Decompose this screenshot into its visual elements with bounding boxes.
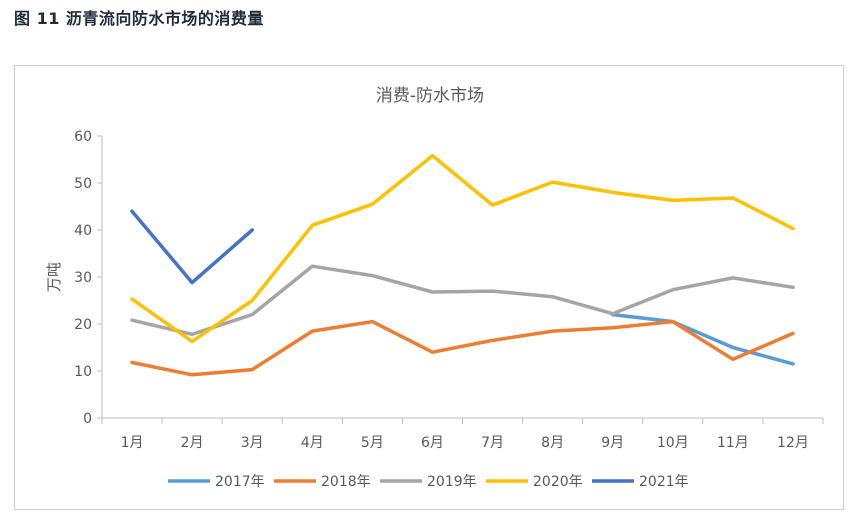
x-tick-label: 5月	[361, 435, 384, 451]
series-line-2018年	[130, 319, 795, 377]
x-tick-label: 11月	[717, 435, 749, 451]
y-tick-label: 50	[74, 176, 92, 192]
x-tick-label: 10月	[657, 435, 689, 451]
y-tick-label: 60	[74, 129, 92, 145]
x-tick-label: 12月	[777, 435, 809, 451]
series-line-2017年	[610, 312, 795, 366]
legend-label: 2017年	[215, 474, 265, 490]
line-chart: 消费-防水市场 万吨 0 10 20 30 40 50 60 1月 2月 3月 4月 5月 6月 7月 8月…	[45, 86, 824, 490]
series-layer	[130, 153, 795, 377]
y-tick-label: 20	[74, 317, 92, 333]
y-tick-label: 10	[74, 364, 92, 380]
x-tick-label: 7月	[481, 435, 504, 451]
x-tick-label: 2月	[181, 435, 204, 451]
y-tick-label: 30	[74, 270, 92, 286]
series-line-2020年	[130, 153, 795, 344]
legend-label: 2020年	[533, 474, 583, 490]
series-line-2021年	[130, 209, 254, 285]
x-tick-label: 8月	[541, 435, 564, 451]
y-tick-label: 40	[74, 223, 92, 239]
x-tick-label: 1月	[121, 435, 144, 451]
legend-label: 2021年	[639, 474, 689, 490]
y-axis-label: 万吨	[45, 262, 63, 292]
chart-title: 消费-防水市场	[376, 86, 484, 106]
x-tick-label: 9月	[601, 435, 624, 451]
figure-caption: 图 11 沥青流向防水市场的消费量	[14, 9, 264, 28]
legend-label: 2018年	[321, 474, 371, 490]
x-tick-label: 4月	[301, 435, 324, 451]
axes: 0 10 20 30 40 50 60 1月 2月 3月 4月 5月 6月 7月 8月 9月 10月 11月 12月	[74, 129, 824, 451]
legend-label: 2019年	[427, 474, 477, 490]
x-tick-label: 3月	[241, 435, 264, 451]
chart-frame: 消费-防水市场 万吨 0 10 20 30 40 50 60 1月 2月 3月 4月 5月 6月 7月 8月…	[14, 65, 844, 510]
legend: 2017年 2018年 2019年 2020年 2021年	[168, 474, 689, 490]
y-tick-label: 0	[83, 411, 92, 427]
series-line-2019年	[130, 264, 795, 337]
x-tick-label: 6月	[421, 435, 444, 451]
